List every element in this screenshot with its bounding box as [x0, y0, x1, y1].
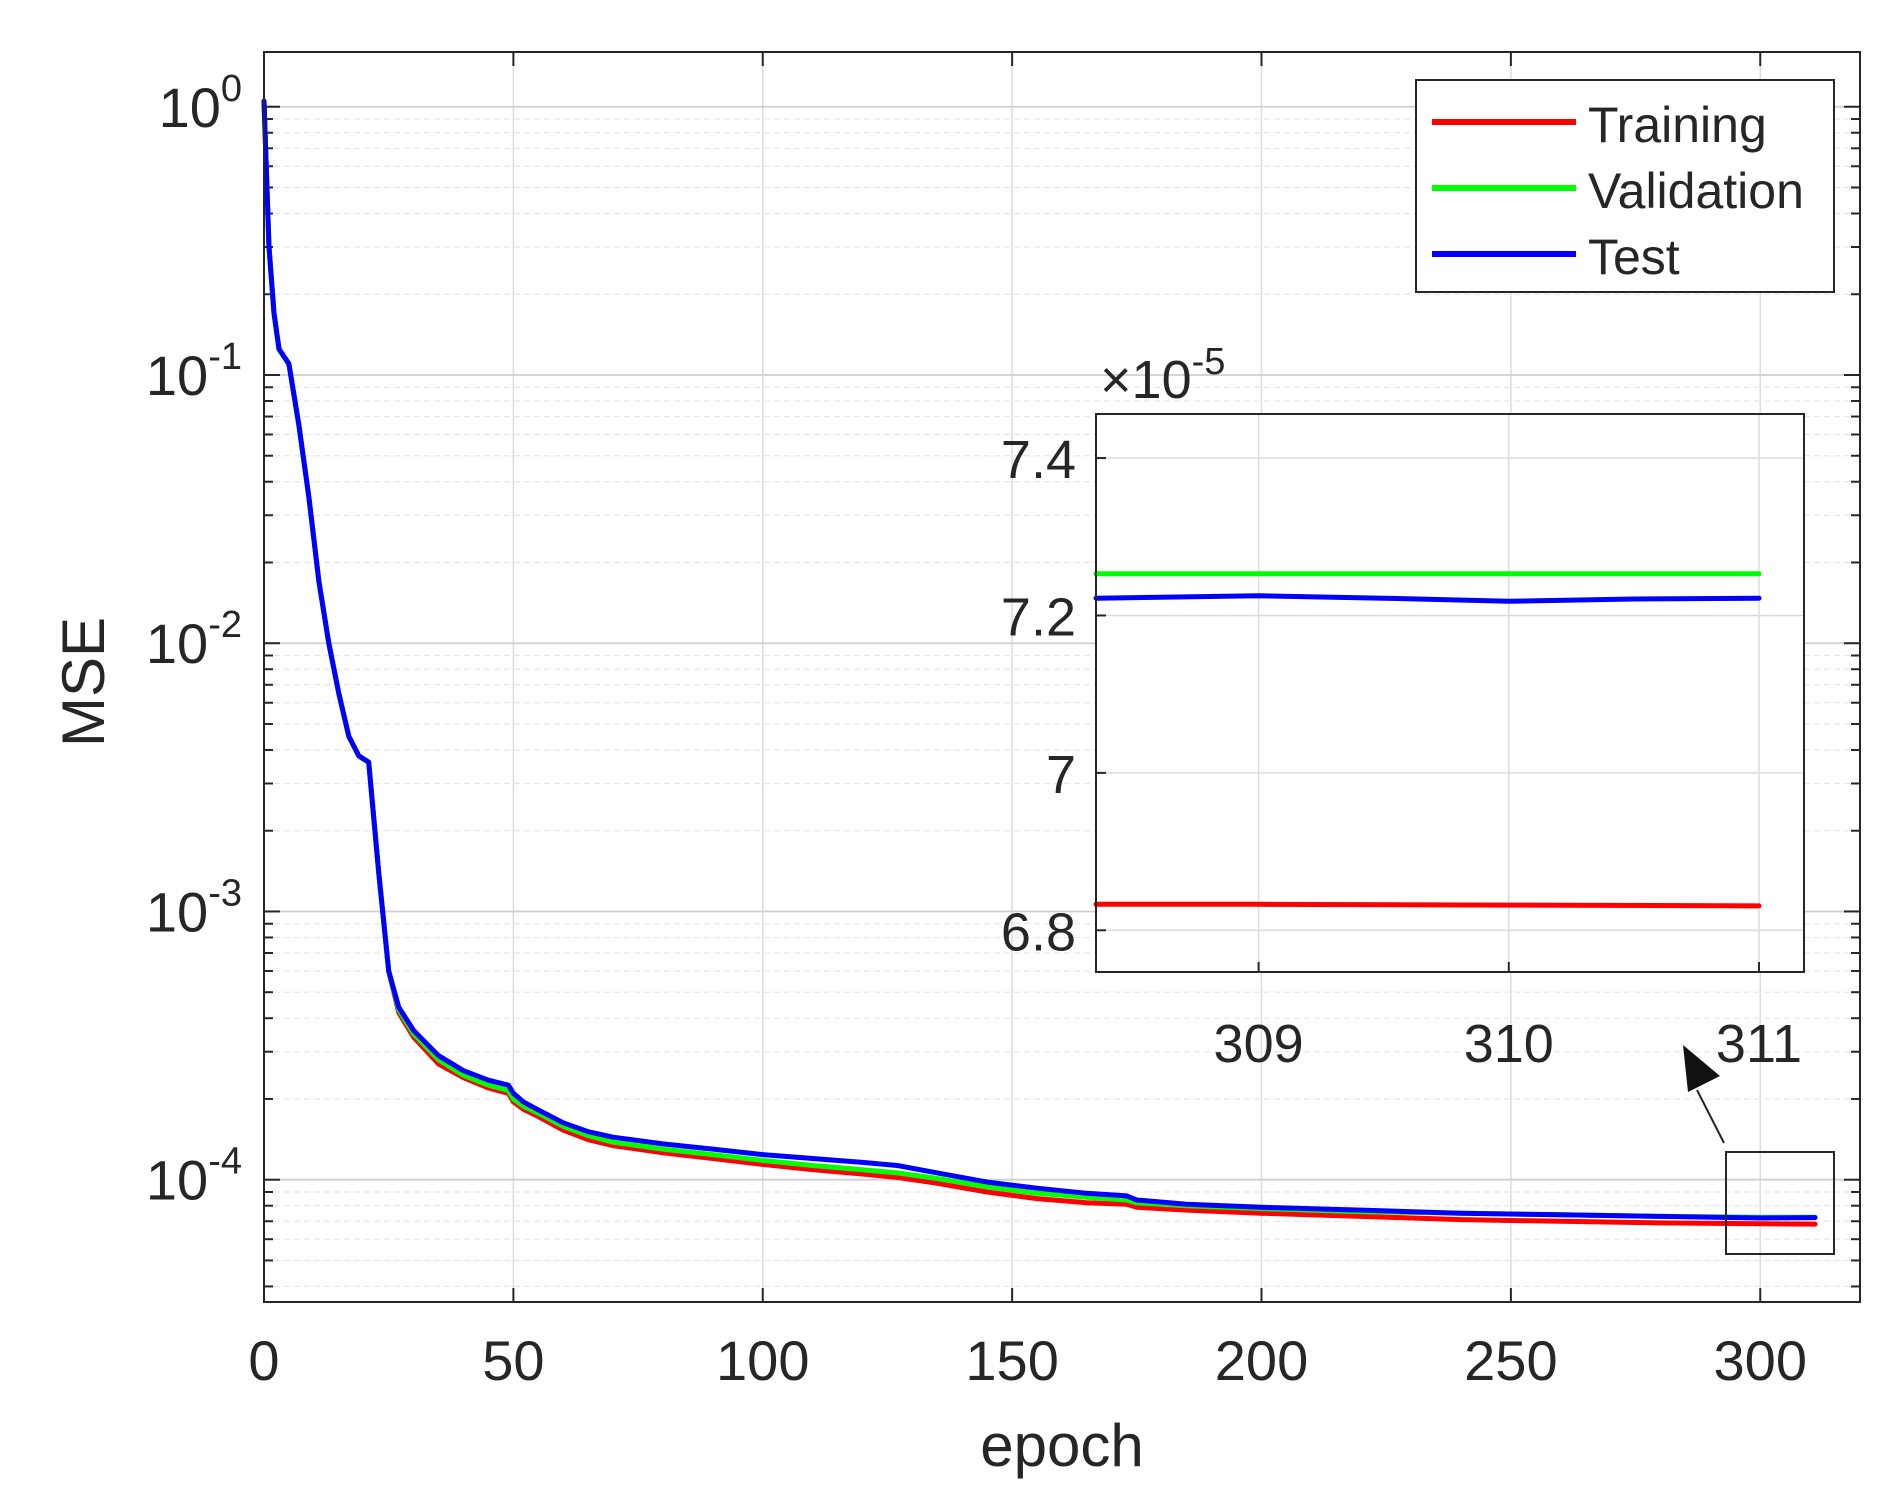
x-tick-label: 100 [716, 1329, 809, 1392]
inset-y-tick-label: 7 [1046, 745, 1076, 805]
zoom-arrow-head [1683, 1045, 1720, 1092]
legend-label-test: Test [1588, 229, 1680, 285]
y-tick-exponent: 0 [221, 68, 242, 110]
zoom-arrow-shaft [1696, 1089, 1725, 1144]
y-tick-base: 10 [146, 1149, 208, 1212]
legend-label-training: Training [1588, 97, 1767, 153]
x-tick-label: 200 [1215, 1329, 1308, 1392]
legend: Training Validation Test [1415, 79, 1835, 293]
y-tick-exponent: -2 [208, 604, 242, 646]
zoom-annotation [1683, 1045, 1835, 1255]
main-series [261, 98, 1818, 1227]
y-tick-label: 10-1 [146, 336, 242, 407]
y-tick-base: 10 [146, 344, 208, 407]
y-tick-label: 10-2 [146, 604, 242, 675]
y-tick-label: 10-3 [146, 872, 242, 943]
y-axis-label: MSE [50, 617, 117, 747]
legend-entry-training: Training [1432, 97, 1767, 153]
inset-x-tick-label: 310 [1464, 1014, 1554, 1074]
zoom-box [1725, 1151, 1835, 1255]
x-tick-label: 300 [1714, 1329, 1807, 1392]
inset-plot-area [1096, 414, 1804, 972]
inset-y-tick-label: 6.8 [1001, 902, 1076, 962]
inset-y-multiplier: ×10-5 [1100, 341, 1225, 410]
inset-multiplier-base: ×10 [1100, 350, 1192, 410]
legend-entry-validation: Validation [1432, 163, 1804, 219]
x-tick-label: 50 [482, 1329, 544, 1392]
y-tick-exponent: -4 [208, 1141, 242, 1183]
y-tick-base: 10 [159, 76, 221, 139]
inset-x-tick-label: 311 [1716, 1014, 1802, 1074]
inset-series-line-training [1093, 901, 1762, 909]
inset-series-line-test [1093, 593, 1762, 604]
legend-entry-test: Test [1432, 229, 1680, 285]
y-tick-exponent: -1 [208, 336, 242, 378]
y-tick-base: 10 [146, 880, 208, 943]
inset-multiplier-exponent: -5 [1192, 341, 1226, 383]
inset-y-tick-label: 7.4 [1001, 430, 1076, 490]
series-line-test [261, 98, 1818, 1221]
main-ticks [263, 52, 1860, 1302]
y-tick-label: 10-4 [146, 1141, 242, 1212]
x-tick-label: 0 [248, 1329, 279, 1392]
inset-y-tick-labels: 6.8 7 7.2 7.4 [1001, 430, 1076, 962]
y-tick-exponent: -3 [208, 872, 242, 914]
legend-label-validation: Validation [1588, 163, 1804, 219]
inset-axes: 309 310 311 6.8 7 7.2 7.4 ×10-5 [1001, 341, 1805, 1074]
inset-ticks [1096, 457, 1760, 972]
inset-series [1093, 571, 1762, 909]
main-axes-frame [263, 51, 1861, 1303]
inset-x-tick-label: 309 [1214, 1014, 1304, 1074]
inset-x-tick-labels: 309 310 311 [1214, 1014, 1802, 1074]
x-axis-label: epoch [980, 1412, 1143, 1479]
inset-axes-frame [1095, 413, 1805, 973]
y-tick-label: 100 [159, 68, 242, 139]
inset-y-tick-label: 7.2 [1001, 587, 1076, 647]
x-tick-labels: 0 50 100 150 200 250 300 [248, 1329, 1807, 1392]
x-tick-label: 250 [1464, 1329, 1557, 1392]
x-tick-label: 150 [965, 1329, 1058, 1392]
inset-grid [1096, 414, 1804, 972]
y-tick-base: 10 [146, 612, 208, 675]
